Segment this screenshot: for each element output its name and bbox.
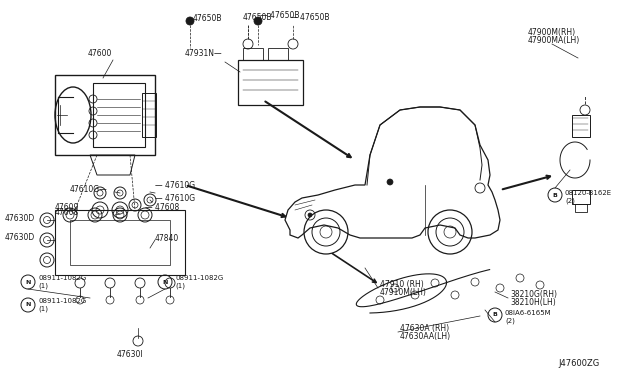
Bar [572, 190, 590, 204]
Bar [55, 75, 155, 155]
Text: 47650B: 47650B [193, 13, 223, 22]
Bar [238, 60, 303, 105]
Text: — 47610G: — 47610G [155, 193, 195, 202]
Circle shape [186, 17, 194, 25]
Text: B: B [552, 192, 557, 198]
Text: 08911-1082G: 08911-1082G [38, 298, 86, 304]
Text: N: N [26, 279, 31, 285]
Bar [142, 93, 156, 137]
Text: (1): (1) [38, 306, 48, 312]
Text: (2): (2) [565, 198, 575, 204]
Text: 47630D: 47630D [5, 232, 35, 241]
Text: 08911-1082G: 08911-1082G [38, 275, 86, 281]
Text: — 47610G: — 47610G [155, 180, 195, 189]
Text: 08120-B162E: 08120-B162E [565, 190, 612, 196]
Text: B: B [493, 312, 497, 317]
Text: 47840: 47840 [155, 234, 179, 243]
Text: 47900MA(LH): 47900MA(LH) [528, 35, 580, 45]
Text: N: N [26, 302, 31, 308]
Text: 47910M(LH): 47910M(LH) [380, 288, 427, 296]
Text: J47600ZG: J47600ZG [559, 359, 600, 368]
Text: — 47608: — 47608 [145, 202, 179, 212]
Bar [243, 48, 263, 60]
Text: (2): (2) [505, 318, 515, 324]
Text: 08IA6-6165M: 08IA6-6165M [505, 310, 552, 316]
Text: (1): (1) [175, 283, 185, 289]
Text: 47609: 47609 [55, 202, 79, 212]
Text: 47630A (RH): 47630A (RH) [400, 324, 449, 333]
Bar [572, 115, 590, 137]
Circle shape [387, 179, 393, 185]
Text: (1): (1) [38, 283, 48, 289]
Bar [70, 220, 170, 265]
Bar [575, 204, 587, 212]
Text: — 47650B: — 47650B [290, 13, 330, 22]
Circle shape [254, 17, 262, 25]
Bar [93, 83, 145, 147]
Text: 47610G—: 47610G— [70, 185, 108, 193]
Text: 47931N—: 47931N— [185, 49, 223, 58]
Text: 47910 (RH): 47910 (RH) [380, 279, 424, 289]
Text: 38210G(RH): 38210G(RH) [510, 291, 557, 299]
Text: 08911-1082G: 08911-1082G [175, 275, 223, 281]
Text: 47608: 47608 [55, 208, 79, 217]
Text: 47600: 47600 [88, 49, 112, 58]
Text: 47900M(RH): 47900M(RH) [528, 28, 576, 36]
Text: 47630D: 47630D [5, 214, 35, 222]
Circle shape [308, 213, 312, 217]
Text: 47630AA(LH): 47630AA(LH) [400, 331, 451, 340]
Text: 38210H(LH): 38210H(LH) [510, 298, 556, 308]
Bar [268, 48, 288, 60]
Text: 47650B: 47650B [243, 13, 273, 22]
Bar [55, 210, 185, 275]
Text: N: N [163, 279, 168, 285]
Text: — 47650B: — 47650B [260, 10, 300, 19]
Text: 47630I: 47630I [116, 350, 143, 359]
